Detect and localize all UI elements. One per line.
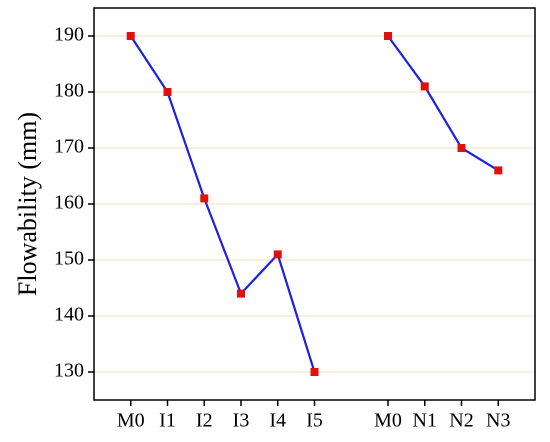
x-tick-label: M0 (374, 410, 402, 432)
x-tick-label: N2 (449, 410, 473, 432)
marker (457, 144, 466, 152)
x-tick-label: I5 (306, 410, 323, 432)
marker (384, 32, 392, 40)
marker (200, 194, 209, 203)
x-tick-label: I2 (196, 410, 213, 432)
y-tick-label: 190 (54, 24, 84, 46)
x-tick-label: M0 (117, 410, 145, 432)
marker (494, 166, 503, 175)
x-tick-label: N3 (486, 410, 510, 432)
x-tick-label: I1 (159, 410, 176, 432)
y-tick-label: 140 (54, 304, 84, 326)
x-tick-label: I3 (233, 410, 250, 432)
y-axis-label: Flowability (mm) (13, 112, 42, 296)
marker (420, 82, 429, 91)
y-tick-label: 160 (54, 192, 84, 214)
y-tick-label: 180 (54, 80, 84, 102)
y-tick-label: 170 (54, 136, 84, 158)
marker (163, 88, 172, 96)
line (129, 35, 499, 373)
marker (237, 289, 245, 298)
y-tick-label: 150 (54, 248, 84, 270)
marker (126, 32, 135, 40)
x-tick-label: I4 (269, 410, 286, 432)
marker (273, 250, 282, 259)
x-tick-label: N1 (413, 410, 437, 432)
y-tick-label: 130 (54, 360, 84, 382)
marker (310, 368, 319, 376)
